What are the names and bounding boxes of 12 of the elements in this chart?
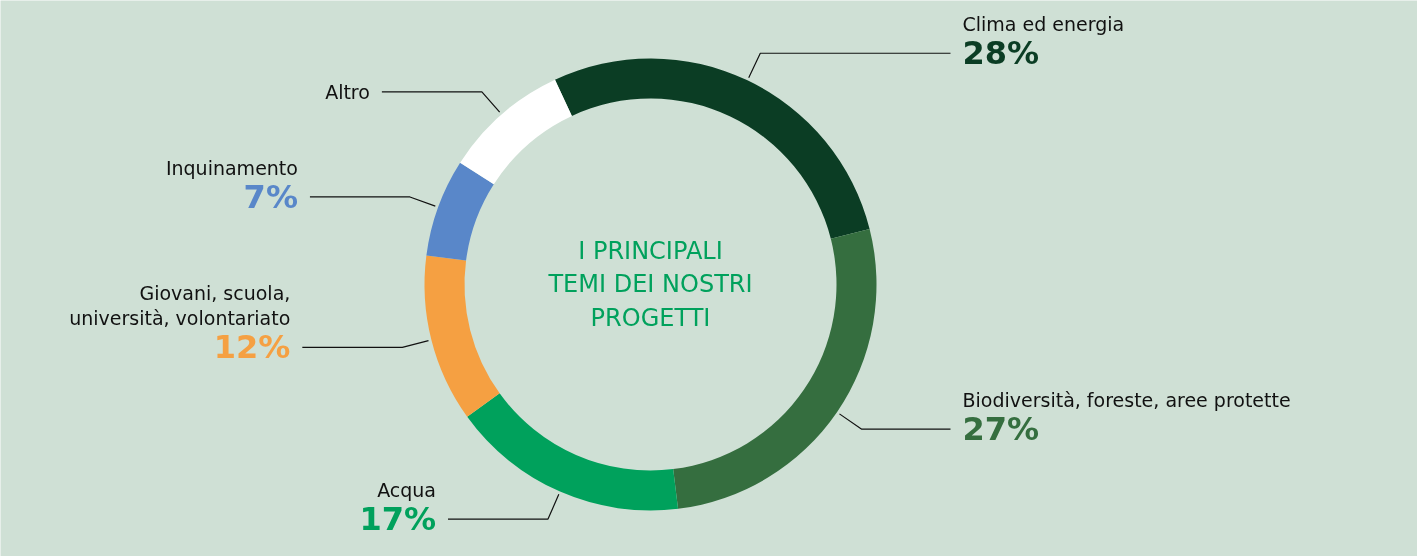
data-label: 28% (962, 34, 1040, 73)
data-label: 17% (359, 500, 437, 539)
data-label: 7% (243, 177, 298, 216)
slice-label: Clima ed energia (962, 13, 1125, 36)
slice-label: Acqua (377, 479, 437, 502)
data-label: 12% (213, 328, 291, 367)
slice-label: Giovani, scuola, università, volontariato (69, 282, 291, 330)
data-label: 27% (962, 410, 1040, 449)
slice-label: Inquinamento (165, 156, 298, 179)
slice-label: Altro (325, 80, 370, 103)
slice-label: Biodiversità, foreste, aree protette (962, 389, 1291, 412)
text: I PRINCIPALI TEMI DEI NOSTRI PROGETTI (547, 236, 753, 333)
